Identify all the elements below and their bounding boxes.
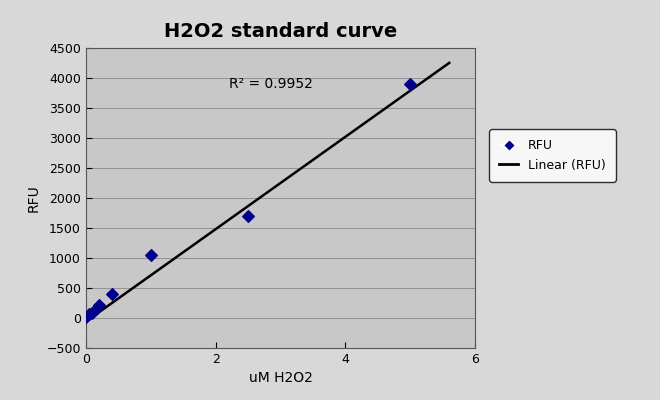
Point xyxy=(81,314,91,320)
Point xyxy=(405,81,416,87)
Text: R² = 0.9952: R² = 0.9952 xyxy=(228,77,312,91)
Point xyxy=(243,213,253,219)
X-axis label: uM H2O2: uM H2O2 xyxy=(249,372,312,386)
Title: H2O2 standard curve: H2O2 standard curve xyxy=(164,22,397,41)
Point xyxy=(94,302,104,309)
Point xyxy=(145,252,156,258)
Point xyxy=(90,306,101,312)
Point xyxy=(87,310,98,316)
Point xyxy=(106,291,117,297)
Legend: RFU, Linear (RFU): RFU, Linear (RFU) xyxy=(489,129,616,182)
Y-axis label: RFU: RFU xyxy=(27,184,41,212)
Point xyxy=(84,311,94,318)
